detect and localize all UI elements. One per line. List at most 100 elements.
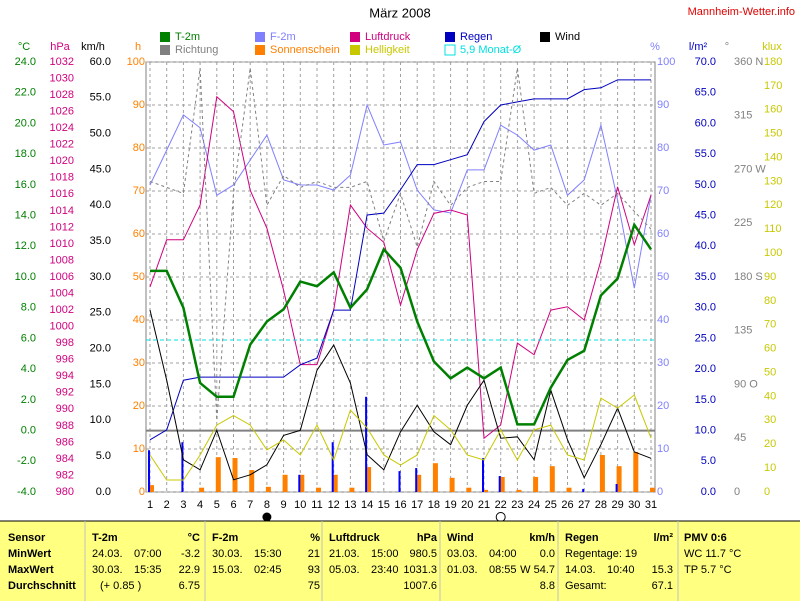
bar: [316, 487, 321, 492]
y-tick-label: 80: [657, 142, 669, 154]
x-tick-label: 14: [361, 499, 373, 511]
y-tick-label: 100: [657, 56, 675, 68]
legend-label: F-2m: [270, 31, 296, 43]
legend-label: Luftdruck: [365, 31, 411, 43]
y-tick-label: 40.0: [90, 199, 111, 211]
legend-swatch: [540, 32, 550, 42]
legend-swatch: [445, 32, 455, 42]
y-tick-label: 30: [133, 357, 145, 369]
y-tick-label: 45.0: [90, 163, 111, 175]
x-tick-label: 7: [247, 499, 253, 511]
bar: [566, 487, 572, 492]
y-tick-label: 30.0: [695, 302, 716, 314]
legend-swatch: [160, 45, 170, 55]
x-tick-label: 24: [528, 499, 540, 511]
bar: [449, 477, 455, 492]
bar: [516, 489, 522, 492]
legend-swatch: [160, 32, 170, 42]
row-label: Durchschnitt: [8, 580, 76, 592]
table-date: 03.03.: [447, 548, 478, 560]
y-tick-label: 50.0: [695, 179, 716, 191]
table-date: 01.03.: [447, 564, 478, 576]
table-time: 04:00: [489, 548, 517, 560]
bar: [265, 486, 271, 492]
moon-new: [495, 512, 506, 522]
bar: [432, 463, 438, 492]
y-tick-label: 70: [764, 319, 776, 331]
table-value: -3.2: [181, 548, 200, 560]
y-tick-label: -4.0: [17, 486, 36, 498]
y-tick-label: 20: [133, 400, 145, 412]
legend-label: T-2m: [175, 31, 200, 43]
rain-bar: [365, 396, 368, 492]
bar: [149, 485, 154, 492]
x-tick-label: 13: [344, 499, 356, 511]
legend-swatch: [350, 32, 360, 42]
y-tick-label: 130: [764, 175, 782, 187]
y-tick-label: 1024: [50, 122, 74, 134]
y-tick-label: 120: [764, 199, 782, 211]
table-value: 1031.3: [403, 564, 437, 576]
table-date: 30.03.: [92, 564, 123, 576]
y-tick-label: 1026: [50, 106, 74, 118]
y-tick-label: 1000: [50, 321, 74, 333]
legend-swatch: [255, 32, 265, 42]
y-tick-label: 25.0: [695, 332, 716, 344]
x-tick-label: 20: [461, 499, 473, 511]
bar: [215, 457, 221, 492]
y-tick-label: 65.0: [695, 87, 716, 99]
bar: [249, 470, 255, 492]
axis-title: %: [650, 41, 660, 53]
y-tick-label: 45: [734, 432, 746, 444]
table-header: Sensor: [8, 532, 46, 544]
table-value: 67.1: [652, 580, 673, 592]
x-tick-label: 23: [511, 499, 523, 511]
y-tick-label: 984: [56, 453, 74, 465]
y-tick-label: 70: [133, 185, 145, 197]
legend-swatch: [444, 44, 456, 56]
table-value: 6.75: [179, 580, 200, 592]
y-tick-label: 988: [56, 420, 74, 432]
y-tick-label: 150: [764, 128, 782, 140]
y-tick-label: 315: [734, 110, 752, 122]
pmv-line: WC 11.7 °C: [684, 548, 741, 560]
y-tick-label: 15.0: [90, 378, 111, 390]
table-value: 75: [308, 580, 320, 592]
y-tick-label: 4.0: [21, 363, 36, 375]
y-tick-label: 0: [734, 486, 740, 498]
y-tick-label: 996: [56, 354, 74, 366]
legend-swatch: [350, 45, 360, 55]
axis-title: klux: [762, 41, 782, 53]
bar: [466, 487, 472, 492]
y-tick-label: 1002: [50, 304, 74, 316]
legend-label: Sonnenschein: [270, 44, 340, 56]
table-time: 10:40: [607, 564, 635, 576]
x-tick-label: 11: [311, 499, 322, 511]
table-header: Luftdruck: [329, 532, 381, 544]
y-tick-label: 994: [56, 370, 74, 382]
y-tick-label: 6.0: [21, 332, 36, 344]
y-tick-label: 30: [764, 414, 776, 426]
x-tick-label: 3: [180, 499, 186, 511]
y-tick-label: 1020: [50, 155, 74, 167]
bar: [533, 476, 539, 492]
y-tick-label: 986: [56, 436, 74, 448]
table-note: Regentage: 19: [565, 548, 637, 560]
y-tick-label: 60: [657, 228, 669, 240]
y-tick-label: 25.0: [90, 307, 111, 319]
y-tick-label: 16.0: [15, 179, 36, 191]
y-tick-label: 30: [657, 357, 669, 369]
y-tick-label: 20.0: [695, 363, 716, 375]
rain-bar: [615, 484, 618, 492]
bar: [549, 466, 555, 492]
series-line: [149, 79, 651, 441]
y-tick-label: 55.0: [90, 92, 111, 104]
series-line: [149, 103, 652, 289]
y-tick-label: 5.0: [96, 450, 111, 462]
y-tick-label: 1008: [50, 254, 74, 266]
y-tick-label: 60: [133, 228, 145, 240]
table-time: 15:00: [371, 548, 399, 560]
table-time: 07:00: [134, 548, 162, 560]
y-tick-label: 90 O: [734, 378, 758, 390]
